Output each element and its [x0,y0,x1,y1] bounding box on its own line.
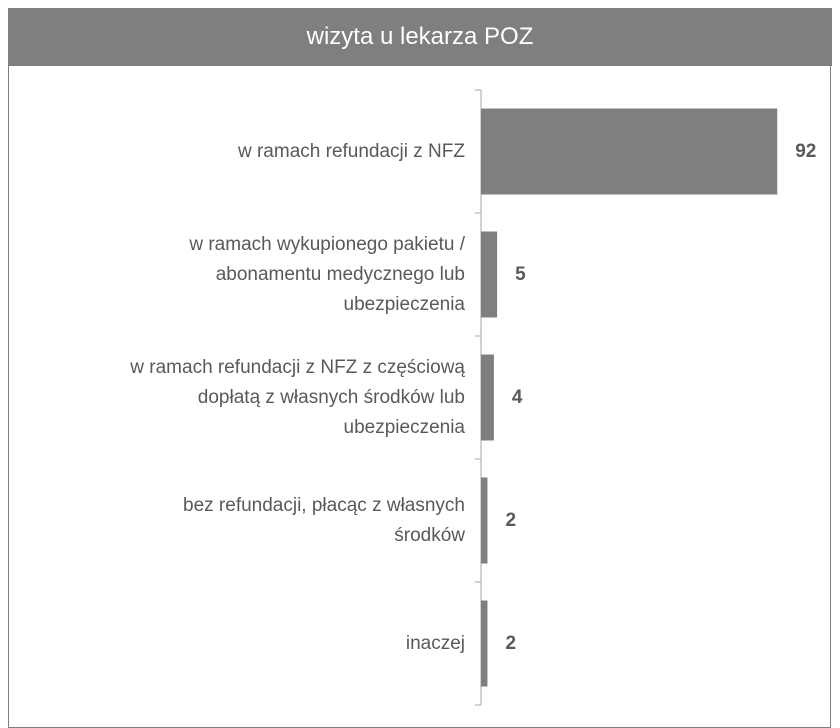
value-label: 2 [505,509,517,531]
bar [481,477,488,564]
category-label: w ramach refundacji z NFZ [237,140,465,162]
value-label: 4 [511,386,523,408]
bar [481,354,494,441]
chart-title: wizyta u lekarza POZ [8,8,832,66]
value-label: 5 [515,263,526,285]
bar [481,231,498,318]
category-label: inaczej [405,632,465,654]
category-label: w ramach wykupionego pakietu / abonament… [189,233,465,315]
bar [481,600,488,687]
value-label: 92 [795,140,817,162]
bar [481,108,778,195]
category-label: w ramach refundacji z NFZ z częściową do… [130,356,465,438]
value-label: 2 [505,632,517,654]
category-label: bez refundacji, płacąc z własnych środkó… [183,494,465,546]
